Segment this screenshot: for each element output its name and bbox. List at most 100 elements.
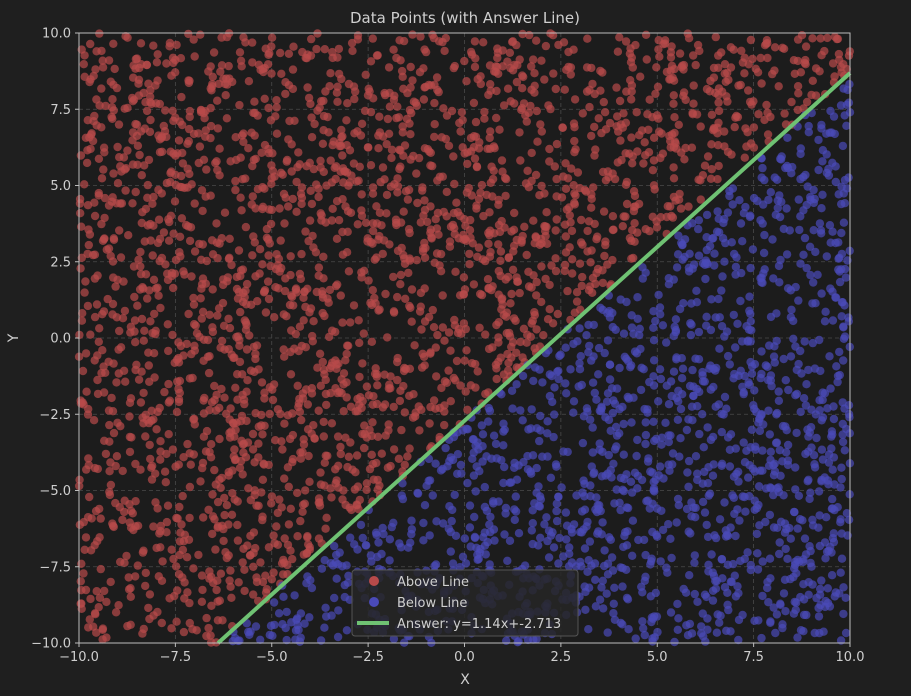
- point-below-line: [708, 568, 717, 577]
- point-below-line: [668, 460, 677, 469]
- point-above-line: [487, 162, 496, 171]
- point-above-line: [86, 330, 95, 339]
- point-below-line: [687, 629, 697, 638]
- point-above-line: [458, 115, 467, 125]
- point-above-line: [700, 161, 710, 170]
- point-above-line: [183, 439, 192, 449]
- point-below-line: [547, 371, 556, 381]
- point-above-line: [288, 458, 297, 467]
- point-below-line: [536, 533, 545, 542]
- point-above-line: [707, 165, 716, 174]
- point-above-line: [342, 349, 351, 359]
- point-above-line: [309, 164, 318, 174]
- point-above-line: [179, 351, 188, 360]
- point-below-line: [627, 361, 636, 370]
- point-above-line: [242, 345, 252, 354]
- point-above-line: [420, 45, 429, 54]
- point-above-line: [293, 381, 302, 390]
- point-above-line: [714, 106, 724, 116]
- point-above-line: [527, 176, 536, 186]
- point-above-line: [754, 110, 763, 119]
- point-below-line: [702, 245, 711, 255]
- point-above-line: [356, 393, 365, 402]
- point-above-line: [216, 343, 225, 352]
- point-below-line: [764, 598, 773, 607]
- point-above-line: [507, 227, 516, 236]
- point-above-line: [319, 126, 328, 135]
- point-below-line: [690, 558, 699, 567]
- point-above-line: [240, 399, 249, 409]
- point-below-line: [690, 589, 699, 599]
- point-above-line: [714, 98, 723, 107]
- point-above-line: [85, 77, 94, 87]
- point-below-line: [666, 534, 675, 543]
- point-above-line: [389, 307, 399, 316]
- point-below-line: [607, 553, 617, 562]
- point-above-line: [266, 219, 276, 229]
- point-above-line: [137, 218, 146, 228]
- point-below-line: [576, 352, 585, 361]
- point-above-line: [570, 308, 579, 317]
- point-above-line: [507, 353, 516, 362]
- point-above-line: [516, 156, 525, 165]
- point-above-line: [224, 61, 233, 71]
- point-below-line: [585, 341, 594, 351]
- point-above-line: [331, 174, 340, 184]
- point-above-line: [171, 68, 180, 77]
- point-above-line: [153, 238, 163, 248]
- point-below-line: [425, 531, 434, 540]
- point-below-line: [807, 443, 816, 452]
- point-above-line: [363, 143, 373, 152]
- point-above-line: [425, 147, 434, 156]
- point-below-line: [757, 369, 766, 379]
- point-above-line: [330, 163, 339, 172]
- point-above-line: [460, 356, 469, 365]
- point-below-line: [800, 337, 809, 346]
- point-above-line: [90, 250, 100, 259]
- point-above-line: [355, 338, 364, 348]
- point-above-line: [469, 98, 479, 108]
- point-above-line: [235, 341, 244, 350]
- point-above-line: [216, 569, 226, 578]
- point-above-line: [199, 409, 209, 418]
- point-above-line: [89, 416, 99, 425]
- point-below-line: [296, 609, 306, 618]
- point-above-line: [202, 165, 211, 174]
- point-below-line: [583, 517, 592, 527]
- point-below-line: [457, 469, 466, 478]
- point-above-line: [80, 51, 89, 60]
- point-above-line: [331, 465, 340, 474]
- point-below-line: [600, 546, 609, 555]
- point-above-line: [140, 161, 149, 170]
- point-below-line: [677, 354, 686, 363]
- point-above-line: [108, 95, 117, 104]
- point-above-line: [175, 376, 185, 386]
- point-above-line: [621, 149, 630, 158]
- point-below-line: [648, 637, 657, 646]
- point-below-line: [397, 491, 406, 500]
- point-above-line: [471, 54, 480, 63]
- point-above-line: [372, 219, 382, 228]
- point-below-line: [689, 391, 698, 401]
- point-below-line: [720, 257, 729, 266]
- point-above-line: [545, 144, 554, 154]
- point-above-line: [493, 62, 502, 72]
- point-above-line: [619, 212, 628, 221]
- point-above-line: [277, 437, 286, 446]
- point-below-line: [745, 380, 754, 389]
- point-above-line: [297, 199, 306, 209]
- point-above-line: [418, 247, 428, 256]
- point-above-line: [159, 121, 168, 131]
- point-above-line: [125, 447, 135, 457]
- point-below-line: [769, 274, 778, 283]
- point-above-line: [260, 286, 270, 295]
- point-below-line: [328, 561, 338, 570]
- y-tick-label: 0.0: [50, 332, 71, 347]
- point-above-line: [400, 259, 410, 268]
- point-above-line: [692, 110, 702, 119]
- point-above-line: [82, 465, 91, 474]
- point-above-line: [362, 485, 371, 495]
- point-above-line: [382, 209, 391, 218]
- point-below-line: [796, 149, 805, 159]
- point-below-line: [508, 404, 517, 413]
